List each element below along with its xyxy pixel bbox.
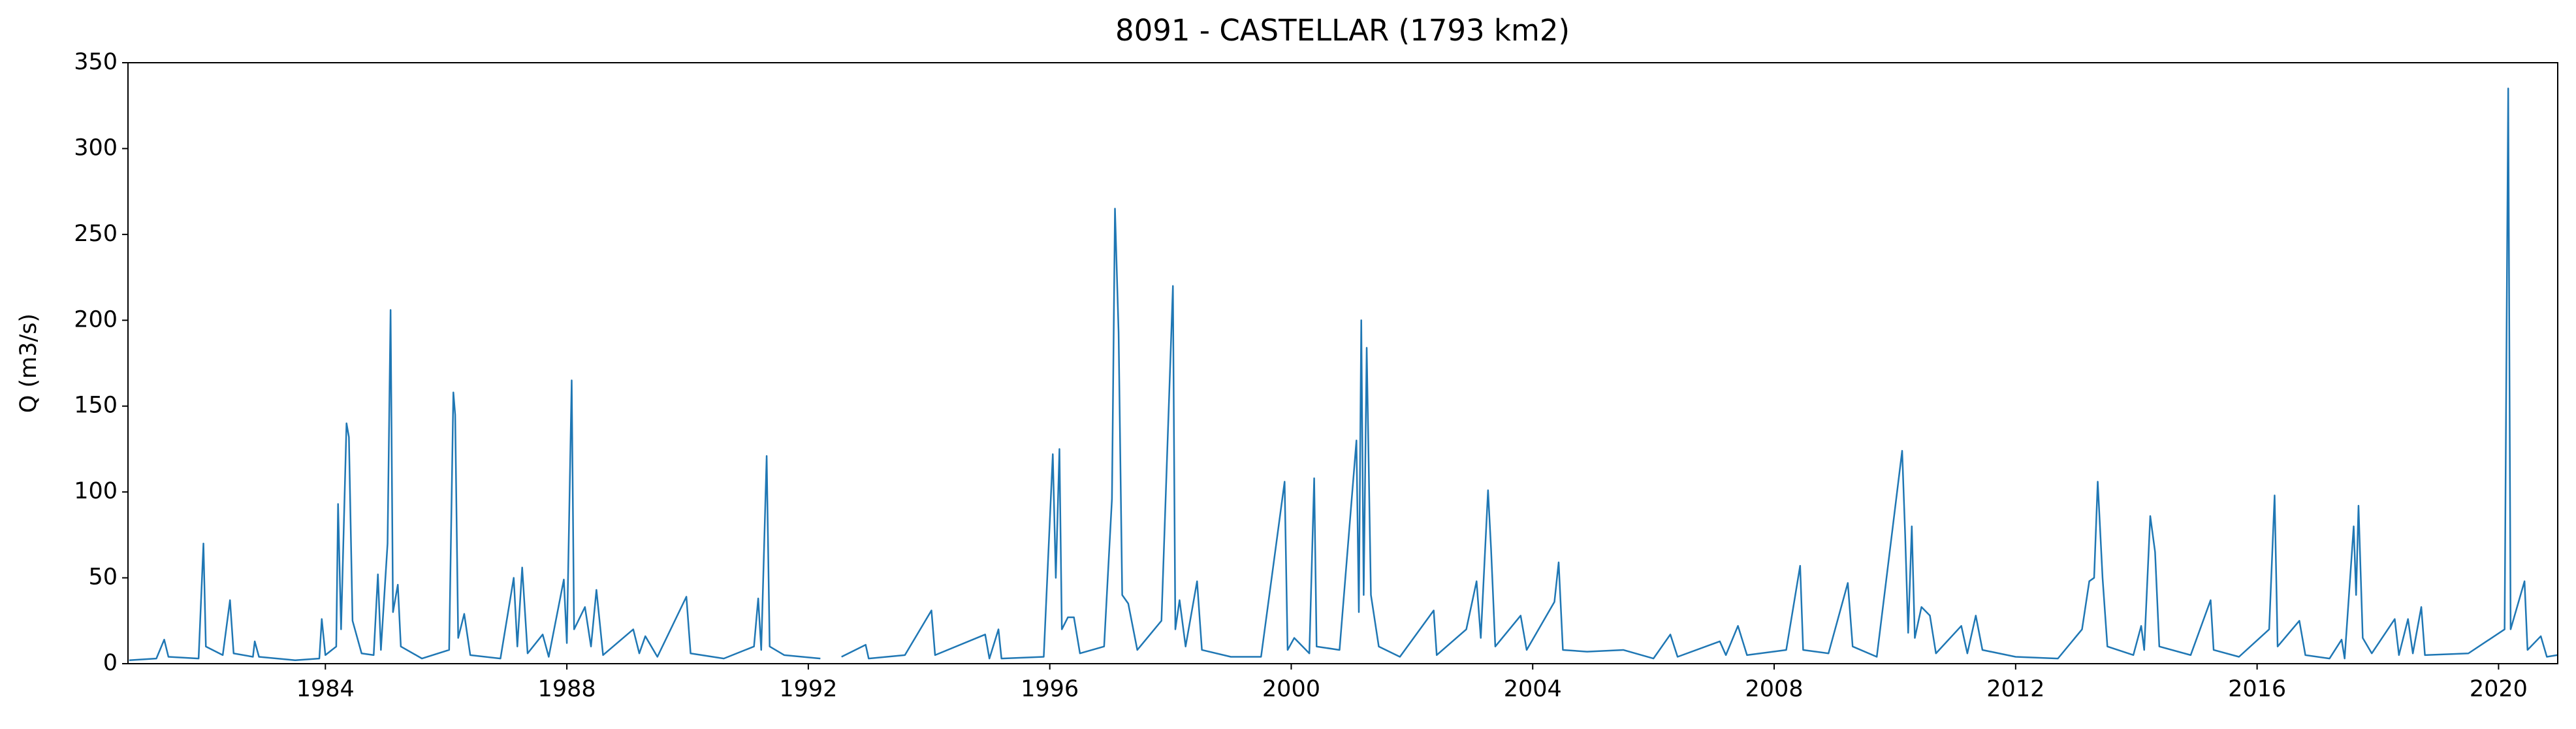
x-tick-label: 2008 (1745, 676, 1803, 702)
plot-frame (127, 62, 2558, 664)
x-tick-label: 1996 (1021, 676, 1079, 702)
y-tick-label: 0 (103, 650, 118, 676)
x-tick-label: 2016 (2228, 676, 2286, 702)
x-tick-label: 1988 (538, 676, 596, 702)
x-tick-label: 1992 (779, 676, 837, 702)
y-tick-label: 50 (88, 564, 118, 591)
chart-title: 8091 - CASTELLAR (1793 km2) (1115, 13, 1570, 48)
y-tick-label: 350 (74, 49, 118, 75)
x-tick-label: 1984 (296, 676, 355, 702)
y-tick-label: 200 (74, 306, 118, 332)
y-tick-label: 250 (74, 221, 118, 247)
y-axis-label: Q (m3/s) (16, 314, 42, 413)
y-tick-label: 300 (74, 135, 118, 161)
data-line (129, 88, 2558, 661)
x-tick-label: 2020 (2470, 676, 2528, 702)
x-tick-label: 2000 (1262, 676, 1320, 702)
y-tick-label: 150 (74, 393, 118, 419)
x-tick-label: 2012 (1986, 676, 2044, 702)
x-tick-label: 2004 (1504, 676, 1562, 702)
y-tick-label: 100 (74, 478, 118, 504)
